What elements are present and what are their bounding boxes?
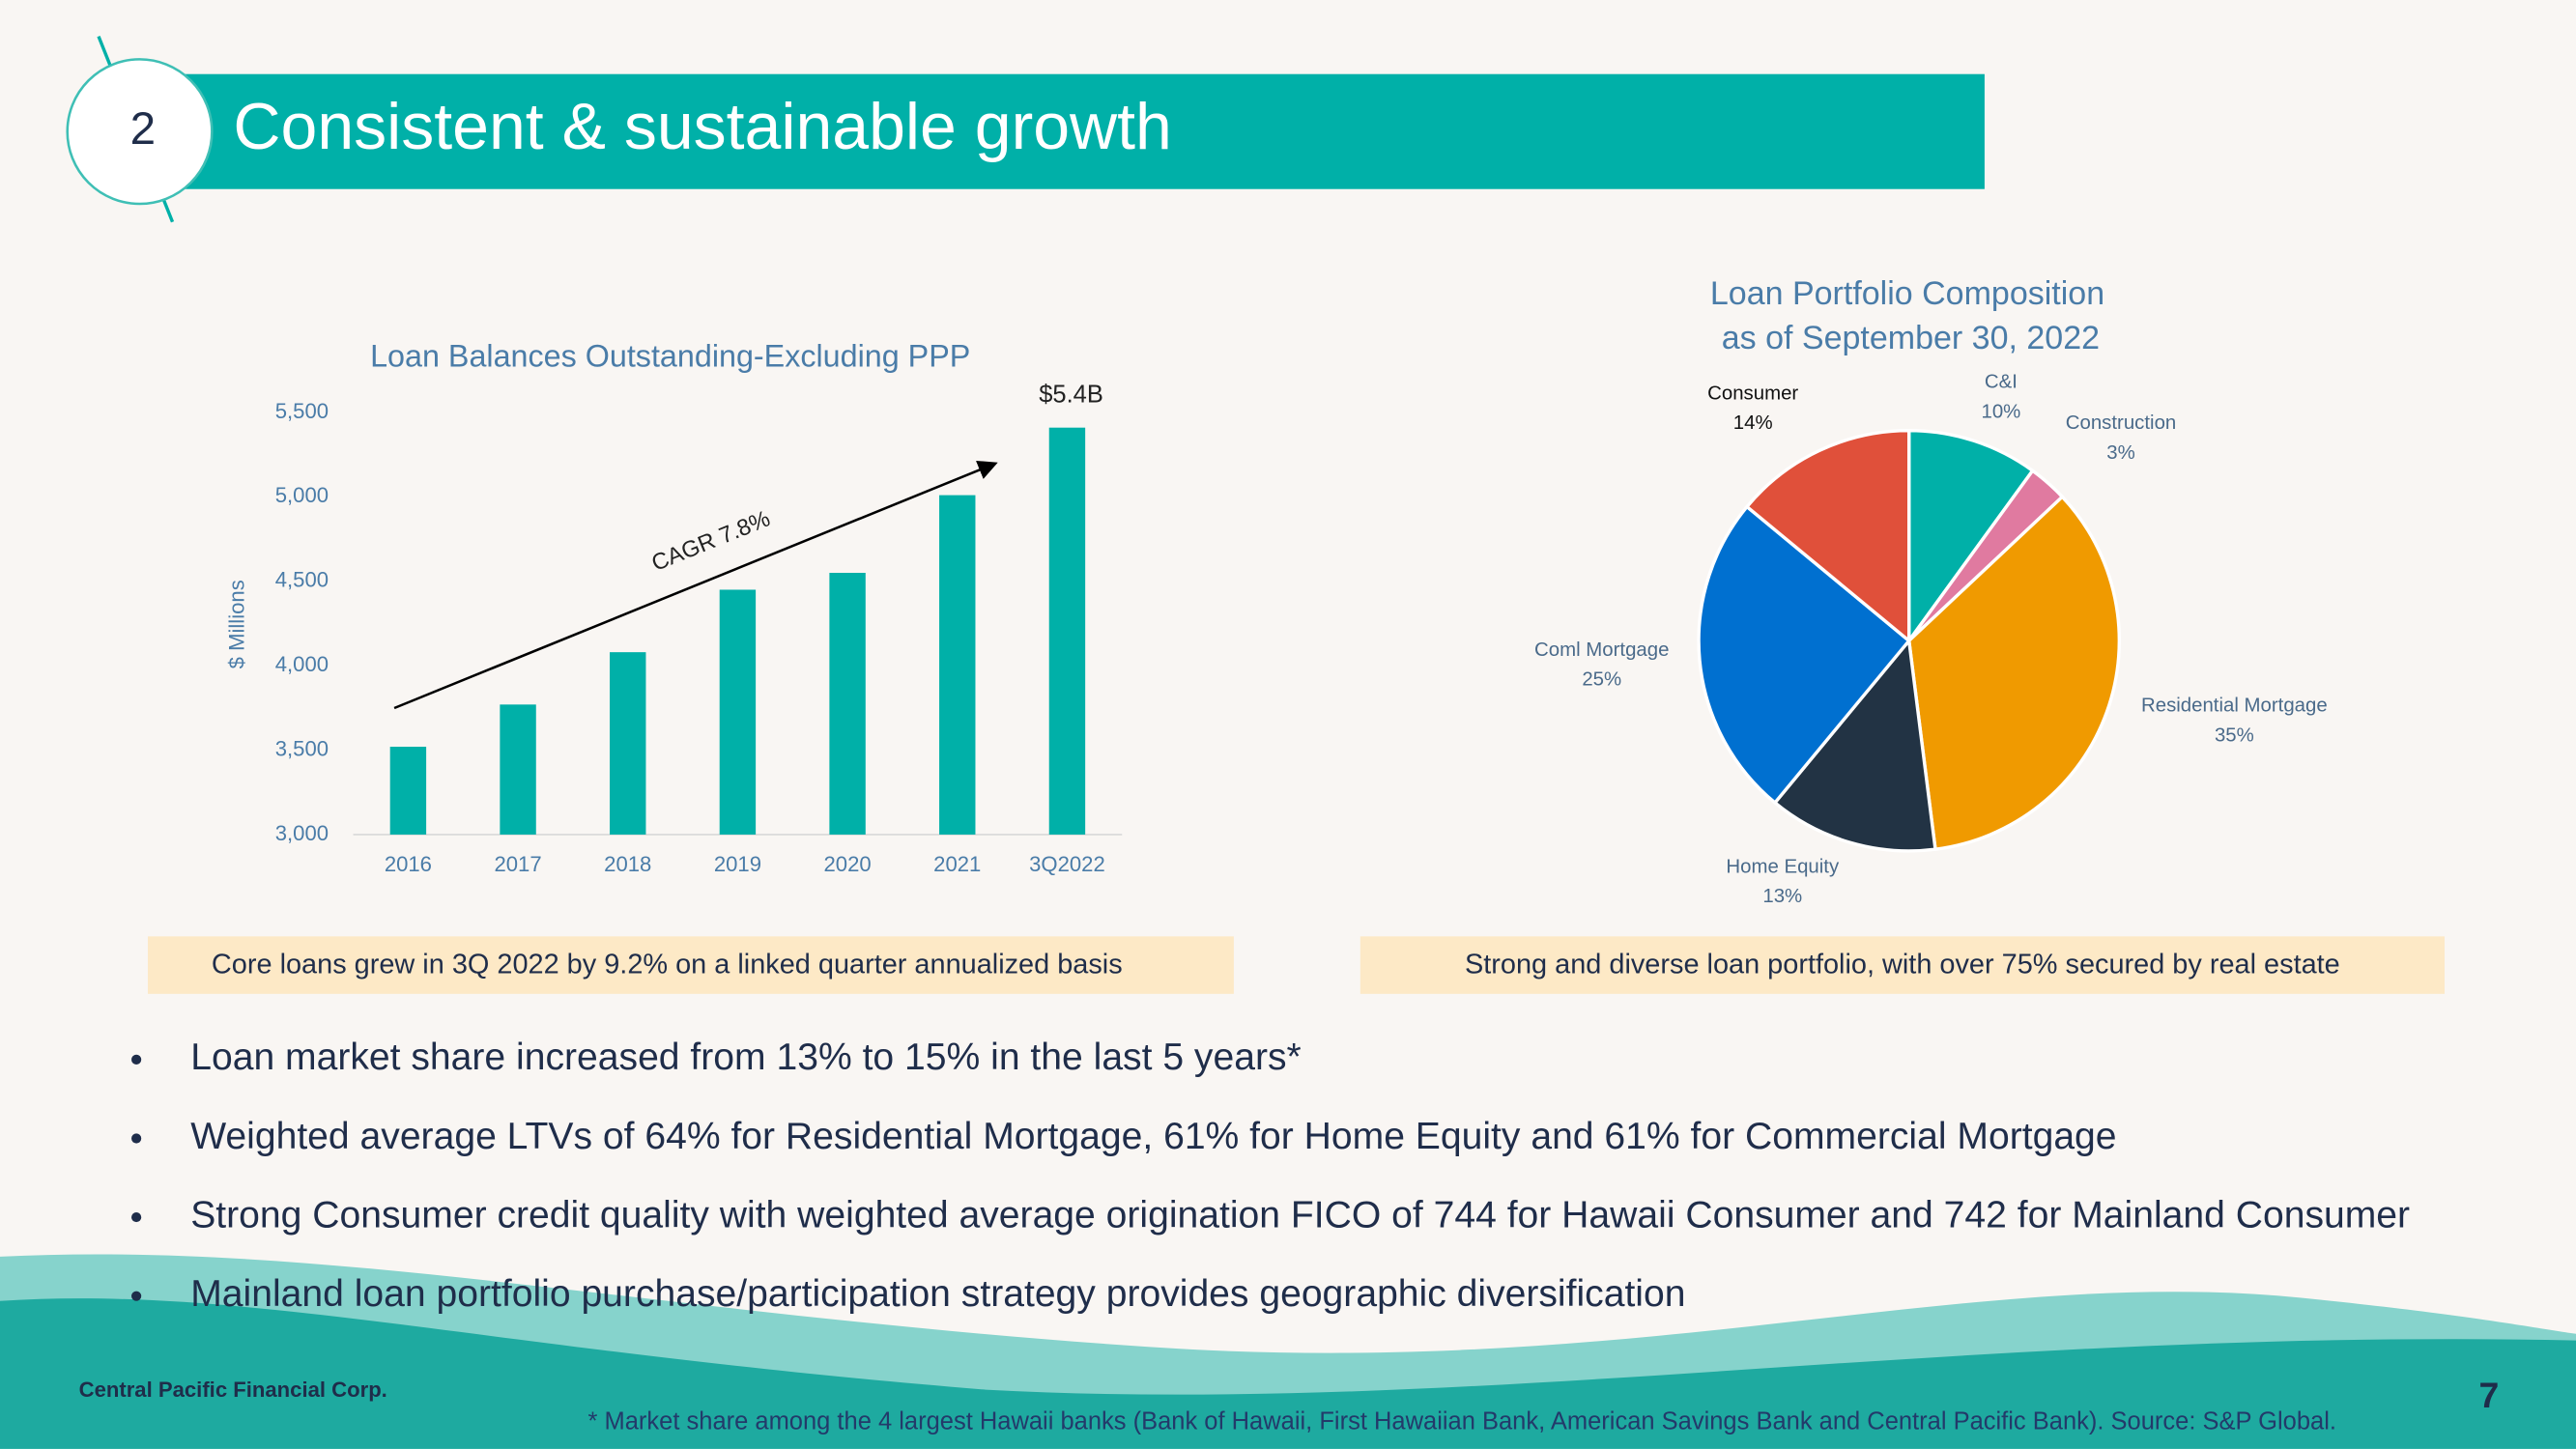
page-number: 7 — [2478, 1375, 2499, 1415]
header-circle — [66, 58, 214, 206]
bar — [610, 652, 646, 835]
bar — [939, 495, 976, 835]
header-band — [184, 73, 1985, 189]
y-axis-label: $ Millions — [224, 580, 248, 668]
section-number: 2 — [130, 103, 156, 155]
y-tick-label: 4,000 — [275, 652, 329, 676]
bar — [719, 589, 757, 835]
bullet-dot — [131, 1054, 142, 1065]
pie-slice — [1744, 428, 1911, 644]
slice-label: Consumer — [1707, 384, 1798, 405]
pie-slice — [1772, 637, 1937, 853]
slice-value-label: 3% — [2106, 442, 2134, 464]
slice-label: Construction — [2066, 412, 2176, 434]
slice-value-label: 13% — [1762, 886, 1802, 907]
x-tick-label: 2019 — [714, 852, 761, 876]
slice-label: Home Equity — [1726, 856, 1840, 877]
cagr-arrow — [393, 460, 998, 710]
bullet-list: Loan market share increased from 13% to … — [131, 1037, 2410, 1315]
pie-subtitle: as of September 30, 2022 — [1722, 320, 2100, 356]
pie-slice — [1906, 494, 2121, 852]
company-name: Central Pacific Financial Corp. — [79, 1378, 387, 1402]
callout-box — [148, 936, 1234, 994]
callout: Strong and diverse loan portfolio, with … — [1465, 950, 2340, 980]
y-tick-label: 4,500 — [275, 568, 329, 592]
bullet-dot — [131, 1291, 142, 1301]
pie-slice — [1906, 428, 2035, 646]
bullet-text: Loan market share increased from 13% to … — [190, 1037, 1302, 1078]
pie-title: Loan Portfolio Composition — [1710, 275, 2104, 312]
bullet-text: Strong Consumer credit quality with weig… — [190, 1194, 2410, 1236]
slice-value-label: 25% — [1582, 668, 1621, 690]
x-tick-label: 2016 — [385, 852, 432, 876]
annotation: $5.4B — [1039, 382, 1103, 409]
pie-slice — [1697, 504, 1912, 806]
slice-value-label: 14% — [1733, 412, 1773, 434]
y-tick-label: 3,500 — [275, 736, 329, 760]
bullet-dot — [131, 1133, 142, 1144]
bar — [829, 572, 866, 835]
slide-title: Consistent & sustainable growth — [233, 90, 1171, 163]
bullet-text: Weighted average LTVs of 64% for Residen… — [190, 1116, 2116, 1157]
bar — [500, 704, 536, 835]
slice-label: C&I — [1985, 372, 2018, 393]
callout: Core loans grew in 3Q 2022 by 9.2% on a … — [212, 950, 1123, 980]
slice-value-label: 35% — [2215, 724, 2254, 746]
footnote: * Market share among the 4 largest Hawai… — [587, 1407, 2335, 1435]
wave-dark — [0, 1298, 2576, 1449]
x-tick-label: 2017 — [494, 852, 541, 876]
slice-label: Coml Mortgage — [1534, 639, 1669, 661]
bar — [1048, 427, 1086, 835]
x-tick-label: 2018 — [604, 852, 651, 876]
callout-box — [1360, 936, 2445, 994]
bullet-dot — [131, 1211, 142, 1223]
slice-value-label: 10% — [1982, 401, 2021, 422]
bullet-text: Mainland loan portfolio purchase/partici… — [190, 1273, 1685, 1315]
bar-chart-title: Loan Balances Outstanding-Excluding PPP — [370, 338, 970, 373]
y-tick-label: 3,000 — [275, 821, 329, 845]
x-tick-label: 2021 — [933, 852, 981, 876]
y-tick-label: 5,500 — [275, 399, 329, 423]
slice-label: Residential Mortgage — [2141, 696, 2328, 717]
x-tick-label: 3Q2022 — [1029, 852, 1105, 876]
x-tick-label: 2020 — [824, 852, 872, 876]
bar — [389, 747, 427, 835]
y-tick-label: 5,000 — [275, 483, 329, 507]
